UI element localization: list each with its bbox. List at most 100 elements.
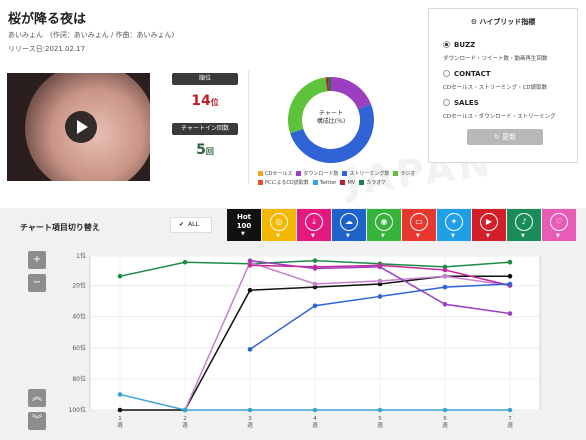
data-point[interactable] xyxy=(312,258,318,263)
chevron-down-icon: ▼ xyxy=(486,233,490,239)
zoom-out-button[interactable]: − xyxy=(28,274,46,292)
chevron-down-icon: ▼ xyxy=(276,233,280,239)
chartin-value: 5回 xyxy=(172,139,238,158)
legend-item-6: MV xyxy=(340,179,355,188)
play-icon[interactable] xyxy=(65,111,97,143)
mv-icon: ▶ xyxy=(480,213,498,231)
scroll-down-button[interactable]: ︾ xyxy=(28,412,46,430)
data-point[interactable] xyxy=(247,407,253,413)
update-button[interactable]: ↻ 更新 xyxy=(467,129,543,145)
data-point[interactable] xyxy=(377,294,383,299)
data-point[interactable] xyxy=(312,407,318,413)
legend-swatch xyxy=(312,180,318,185)
data-point[interactable] xyxy=(182,259,188,265)
y-tick-label: 40位 xyxy=(72,313,86,321)
tile-lookup[interactable]: ♡ ▼ xyxy=(542,209,576,241)
data-point[interactable] xyxy=(182,407,188,413)
data-point[interactable] xyxy=(442,407,448,413)
refresh-icon: ↻ xyxy=(493,133,503,141)
tile-karaoke[interactable]: ♪ ▼ xyxy=(507,209,541,241)
data-point[interactable] xyxy=(377,407,383,413)
option-buzz[interactable]: BUZZ xyxy=(443,41,475,49)
x-tick-label: 週 xyxy=(117,421,123,429)
data-point[interactable] xyxy=(312,264,318,270)
radio-buzz[interactable] xyxy=(443,41,450,48)
chevron-down-icon: ▼ xyxy=(556,233,560,239)
chart-composition-donut xyxy=(288,77,374,163)
data-point[interactable] xyxy=(117,407,123,413)
option-sales[interactable]: SALES xyxy=(443,99,479,107)
chevron-down-icon: ▼ xyxy=(241,231,245,237)
lookup-icon: ♡ xyxy=(550,213,568,231)
tile-mv[interactable]: ▶ ▼ xyxy=(472,209,506,241)
data-point[interactable] xyxy=(507,259,513,265)
chevron-down-icon: ▼ xyxy=(346,233,350,239)
data-point[interactable] xyxy=(377,278,383,284)
zoom-in-icon: + xyxy=(32,254,42,265)
hybrid-title: ⚙ ハイブリッド指標 xyxy=(470,18,536,26)
data-point[interactable] xyxy=(507,311,513,316)
chart-toggle-title: チャート項目切り替え xyxy=(20,223,100,232)
rank-value: 14位 xyxy=(172,90,238,109)
donut-slice-2 xyxy=(290,104,374,163)
release-date: リリース日:2021.02.17 xyxy=(8,45,86,53)
video-player[interactable] xyxy=(7,73,150,181)
pc-read-icon: ▭ xyxy=(410,213,428,231)
x-tick-label: 週 xyxy=(182,421,188,429)
series-line-2 xyxy=(184,261,511,411)
karaoke-icon: ♪ xyxy=(515,213,533,231)
cd-icon: ◎ xyxy=(270,213,288,231)
option-contact[interactable]: CONTACT xyxy=(443,70,491,78)
tile-download[interactable]: ⤓ ▼ xyxy=(297,209,331,241)
chevron-down-icon: ▼ xyxy=(521,233,525,239)
zoom-in-button[interactable]: + xyxy=(28,251,46,269)
data-point[interactable] xyxy=(247,258,253,263)
data-point[interactable] xyxy=(117,392,123,397)
tile-hot100[interactable]: Hot 100 ▼ xyxy=(227,209,261,241)
data-point[interactable] xyxy=(507,281,513,287)
data-point[interactable] xyxy=(442,273,448,279)
scroll-up-button[interactable]: ︽ xyxy=(28,389,46,407)
hybrid-indicator-panel: ⚙ ハイブリッド指標 BUZZ ダウンロード・ツイート数・動画再生回数 CONT… xyxy=(428,8,578,163)
chartin-label: チャートイン回数 xyxy=(172,123,238,135)
legend-swatch xyxy=(258,180,263,185)
all-checkbox[interactable]: ✔ ALL xyxy=(170,217,212,233)
x-tick-label: 4 xyxy=(313,416,317,422)
tile-cd[interactable]: ◎ ▼ xyxy=(262,209,296,241)
radio-contact[interactable] xyxy=(443,70,450,77)
x-tick-label: 週 xyxy=(377,421,383,429)
tile-radio[interactable]: ◉ ▼ xyxy=(367,209,401,241)
x-tick-label: 週 xyxy=(507,421,513,429)
radio-sales[interactable] xyxy=(443,99,450,106)
x-tick-label: 週 xyxy=(247,421,253,429)
data-point[interactable] xyxy=(117,273,123,279)
tile-streaming[interactable]: ☁ ▼ xyxy=(332,209,366,241)
data-point[interactable] xyxy=(507,273,513,279)
legend-swatch xyxy=(393,171,399,176)
legend-swatch xyxy=(359,180,365,185)
data-point[interactable] xyxy=(377,263,383,268)
legend-item-7: カラオケ xyxy=(359,179,386,188)
data-point[interactable] xyxy=(442,284,448,290)
data-point[interactable] xyxy=(247,347,253,352)
donut-center-label: チャート 構成比(%) xyxy=(316,110,346,125)
y-tick-label: 60位 xyxy=(72,344,86,352)
tile-twitter[interactable]: ✦ ▼ xyxy=(437,209,471,241)
chevron-up-icon: ︽ xyxy=(32,392,42,403)
data-point[interactable] xyxy=(247,263,253,268)
tile-pc-read[interactable]: ▭ ▼ xyxy=(402,209,436,241)
donut-slice-3 xyxy=(288,77,328,134)
hybrid-icon: ⚙ xyxy=(470,18,480,26)
legend-swatch xyxy=(342,171,348,176)
chevron-down-icon: ▼ xyxy=(311,233,315,239)
data-point[interactable] xyxy=(442,267,448,273)
data-point[interactable] xyxy=(312,303,318,309)
legend-item-1: ダウンロード数 xyxy=(296,170,338,179)
song-credits: あいみょん (作詞：あいみょん / 作曲：あいみょん) xyxy=(8,31,175,39)
option-contact-desc: CDセールス・ストリーミング・CD読取数 xyxy=(443,85,548,91)
data-point[interactable] xyxy=(507,407,513,413)
data-point[interactable] xyxy=(312,281,318,287)
data-point[interactable] xyxy=(442,301,448,307)
chevron-down-icon: ▼ xyxy=(451,233,455,239)
data-point[interactable] xyxy=(247,287,253,293)
